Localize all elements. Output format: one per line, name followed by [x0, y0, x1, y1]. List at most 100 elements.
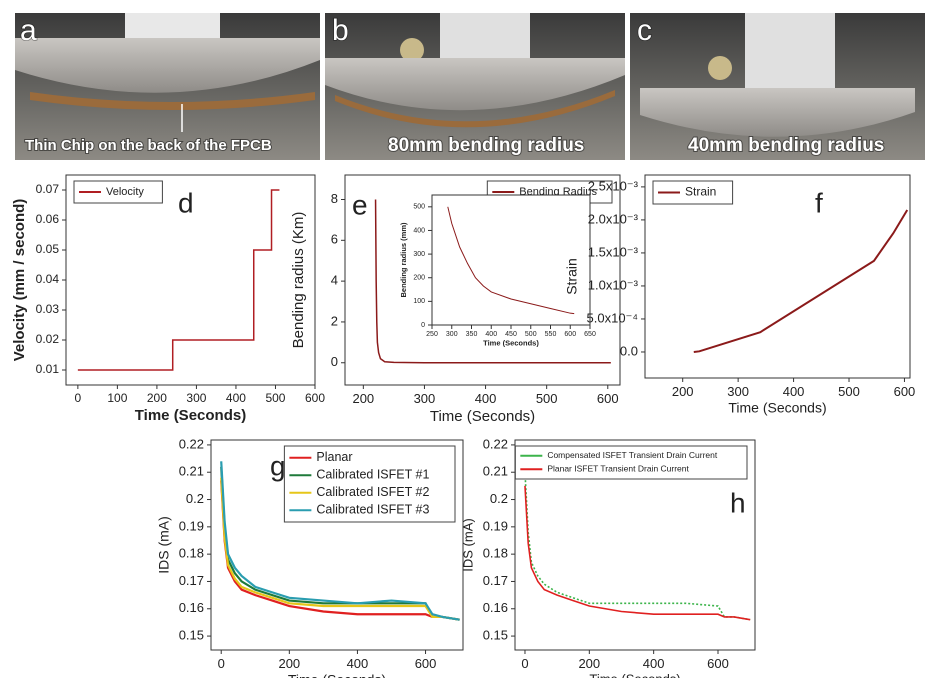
x-axis-label: Time (Seconds) — [135, 407, 246, 424]
y-tick-label: 0.2 — [490, 491, 508, 506]
y-tick-label: 0.06 — [36, 212, 60, 226]
y-axis-label: Velocity (mm / second) — [11, 199, 28, 362]
x-tick-label: 600 — [415, 656, 437, 671]
x-tick-label: 600 — [707, 656, 729, 671]
panel-letter: f — [815, 187, 823, 218]
photo-label: a — [20, 14, 37, 47]
x-tick-label: 400 — [643, 656, 665, 671]
photo-b: b 80mm bending radius — [325, 13, 625, 160]
x-tick-label: 200 — [147, 391, 167, 405]
y-tick-label: 0.22 — [483, 436, 508, 451]
x-tick-label: 300 — [186, 391, 206, 405]
legend-label: Compensated ISFET Transient Drain Curren… — [547, 450, 718, 460]
y-tick-label: 4 — [331, 273, 338, 288]
legend-label: Strain — [685, 185, 716, 199]
x-tick-label: 200 — [672, 384, 694, 399]
x-tick-label: 500 — [265, 391, 285, 405]
chart: 200 300 400 500 600 0.0 5.0x10⁻⁴ 1.0x10⁻³ 1.5x10… — [564, 174, 916, 416]
photo-c: c 40mm bending radius — [630, 13, 925, 160]
photo-caption: Thin Chip on the back of the FPCB — [25, 137, 272, 154]
y-tick-label: 6 — [331, 232, 338, 247]
x-axis-label: Time (Seconds) — [483, 338, 539, 347]
panel-letter: g — [270, 450, 286, 481]
x-tick-label: 400 — [226, 391, 246, 405]
y-tick-label: 200 — [413, 275, 425, 282]
y-tick-label: 0.19 — [179, 518, 204, 533]
y-tick-label: 0.03 — [36, 302, 60, 316]
y-tick-label: 0.17 — [483, 573, 508, 588]
y-tick-label: 0 — [331, 354, 338, 369]
chart: 0 200 400 600 0.15 0.16 0.17 0.18 0.19 0.2 0.21 0.2… — [156, 436, 464, 683]
x-tick-label: 600 — [894, 384, 916, 399]
y-tick-label: 0.21 — [483, 464, 508, 479]
y-tick-label: 1.5x10⁻³ — [588, 244, 639, 259]
photo-label: b — [332, 14, 349, 47]
y-tick-label: 300 — [413, 251, 425, 258]
photo-label: c — [637, 14, 652, 47]
series-line — [220, 461, 460, 621]
y-tick-label: 0.0 — [620, 343, 638, 358]
y-tick-label: 100 — [413, 298, 425, 305]
x-tick-label: 400 — [347, 656, 369, 671]
legend-box — [73, 180, 163, 204]
plot-frame — [344, 174, 621, 386]
series-line — [77, 189, 280, 371]
x-tick-label: 600 — [564, 331, 576, 338]
x-tick-label: 350 — [466, 331, 478, 338]
y-axis-label: Bending radius (mm) — [399, 222, 408, 298]
y-axis-label: IDS (mA) — [156, 516, 172, 574]
y-tick-label: 5.0x10⁻⁴ — [587, 310, 638, 325]
plot-frame — [644, 174, 911, 379]
series-line — [447, 206, 575, 315]
x-axis-label: Time (Seconds) — [288, 672, 386, 678]
y-axis-label: IDS (mA) — [460, 518, 475, 571]
legend-label: Planar ISFET Transient Drain Current — [547, 464, 689, 474]
series-line — [524, 485, 751, 621]
x-tick-label: 500 — [525, 331, 537, 338]
y-tick-label: 0.07 — [36, 182, 60, 196]
y-tick-label: 0.15 — [179, 628, 204, 643]
y-tick-label: 0.19 — [483, 518, 508, 533]
y-tick-label: 400 — [413, 227, 425, 234]
series-line — [220, 477, 460, 621]
y-tick-label: 0.2 — [186, 491, 204, 506]
x-axis-label: Time (Seconds) — [728, 400, 826, 416]
y-tick-label: 0.18 — [483, 546, 508, 561]
y-axis-label: Bending radius (Km) — [290, 212, 307, 349]
y-axis-label: Strain — [564, 258, 580, 295]
y-tick-label: 0.18 — [179, 546, 204, 561]
x-tick-label: 650 — [584, 331, 596, 338]
legend-box — [652, 180, 734, 205]
x-tick-label: 200 — [578, 656, 600, 671]
x-tick-label: 550 — [545, 331, 557, 338]
x-tick-label: 200 — [352, 391, 374, 406]
legend-label: Calibrated ISFET #2 — [316, 485, 429, 499]
x-axis-label: Time (Seconds) — [589, 671, 680, 678]
x-tick-label: 400 — [485, 331, 497, 338]
series-line — [374, 199, 611, 364]
x-tick-label: 250 — [426, 331, 438, 338]
plot-frame — [431, 194, 591, 326]
x-tick-label: 300 — [446, 331, 458, 338]
y-tick-label: 0.01 — [36, 362, 60, 376]
y-tick-label: 0.16 — [483, 600, 508, 615]
x-tick-label: 500 — [838, 384, 860, 399]
x-tick-label: 0 — [218, 656, 225, 671]
panel-letter: d — [178, 187, 194, 218]
plot-frame — [514, 439, 756, 651]
x-tick-label: 300 — [414, 391, 436, 406]
chart: 0 100 200 300 400 500 600 0.01 0.02 0.03 0.04 0.05 0… — [11, 174, 325, 424]
x-tick-label: 450 — [505, 331, 517, 338]
plot-frame — [210, 439, 464, 651]
panel-letter: h — [730, 487, 746, 518]
y-tick-label: 8 — [331, 191, 338, 206]
chart: 0 200 400 600 0.15 0.16 0.17 0.18 0.19 0.2 0.21 0.2… — [460, 436, 756, 683]
legend-label: Calibrated ISFET #3 — [316, 503, 429, 517]
y-tick-label: 0.02 — [36, 332, 60, 346]
y-tick-label: 2.5x10⁻³ — [588, 178, 639, 193]
y-tick-label: 0.04 — [36, 272, 60, 286]
x-tick-label: 600 — [597, 391, 619, 406]
x-tick-label: 0 — [75, 391, 82, 405]
legend-box — [514, 445, 748, 480]
